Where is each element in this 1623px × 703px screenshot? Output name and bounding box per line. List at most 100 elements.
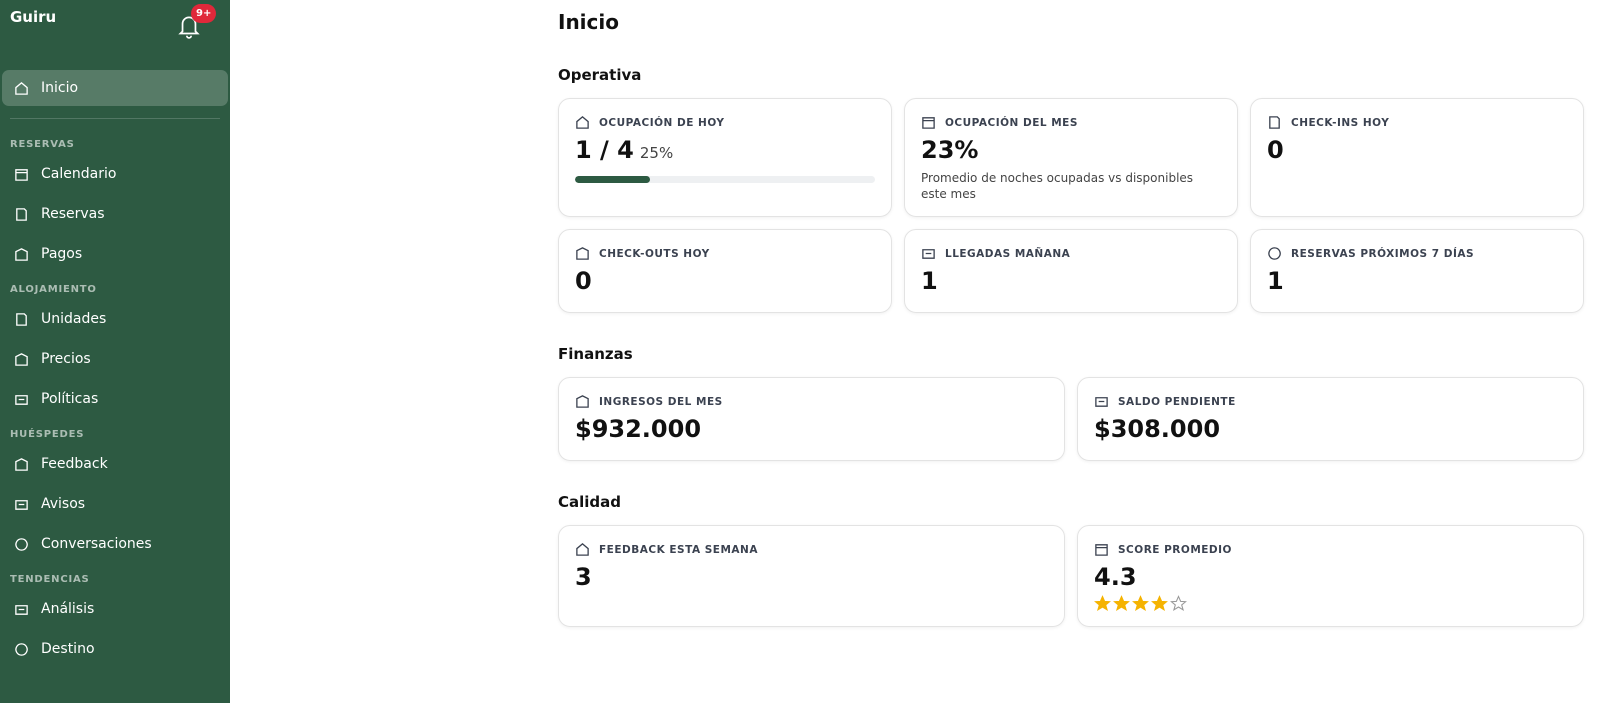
icon-path (15, 168, 28, 181)
card-label-row: FEEDBACK ESTA SEMANA (575, 542, 1048, 557)
card-value: 3 (575, 563, 592, 591)
progress-fill (575, 176, 650, 183)
star (1151, 595, 1168, 612)
icon (1268, 247, 1281, 260)
icon (1269, 116, 1280, 129)
card-label: RESERVAS PRÓXIMOS 7 DÍAS (1291, 247, 1475, 260)
icon (576, 116, 589, 129)
icon-path (922, 117, 935, 129)
icon-path (15, 604, 28, 615)
icon (15, 537, 28, 551)
icon-path (922, 249, 935, 259)
page-title: Inicio (558, 10, 619, 34)
nav-label: Feedback (41, 456, 108, 472)
nav-label: Unidades (41, 311, 107, 327)
nav-item[interactable]: Conversaciones (2, 526, 228, 562)
card-label: LLEGADAS MAÑANA (945, 247, 1071, 260)
nav-label: Reservas (41, 206, 105, 222)
card-value-row: 4.3 (1094, 563, 1567, 591)
icon-path (15, 499, 28, 510)
section-title: RESERVAS (10, 139, 75, 150)
star (1132, 595, 1149, 612)
star-shape (1170, 595, 1187, 612)
card-label-row: SCORE PROMEDIO (1094, 542, 1567, 557)
card-label: FEEDBACK ESTA SEMANA (599, 543, 758, 556)
card-value: 1 (1267, 267, 1284, 295)
icon (15, 499, 28, 510)
stat-card: RESERVAS PRÓXIMOS 7 DÍAS 1 (1250, 229, 1584, 313)
card-label-row: RESERVAS PRÓXIMOS 7 DÍAS (1267, 246, 1567, 261)
separator (10, 118, 220, 119)
icon-path (15, 457, 28, 471)
brand: Guiru (10, 8, 57, 26)
section-title: Finanzas (558, 345, 633, 363)
icon (15, 247, 28, 261)
card-label-row: CHECK-INS HOY (1267, 115, 1567, 130)
stat-card: CHECK-OUTS HOY 0 (558, 229, 892, 313)
card-value: 4.3 (1094, 563, 1137, 591)
star-shape (1132, 595, 1149, 612)
progress-track (575, 176, 875, 183)
card-value-row: 1 (1267, 267, 1567, 295)
nav-item[interactable]: Avisos (2, 486, 228, 522)
nav-item[interactable]: Pagos (2, 236, 228, 272)
nav-item[interactable]: Análisis (2, 591, 228, 627)
icon (922, 117, 935, 129)
card-value-row: $308.000 (1094, 415, 1567, 443)
card-grid: INGRESOS DEL MES $932.000 SALDO PENDIENTE $… (558, 377, 1584, 461)
card-value: 1 (921, 267, 938, 295)
nav-item[interactable]: Unidades (2, 301, 228, 337)
section-title: Operativa (558, 66, 642, 84)
star-shape (1113, 595, 1130, 612)
card-note: Promedio de noches ocupadas vs disponibl… (921, 171, 1194, 201)
card-label-row: CHECK-OUTS HOY (575, 246, 875, 261)
star (1170, 595, 1187, 612)
icon-path (15, 81, 28, 95)
percent-label: 25% (639, 144, 674, 162)
card-value-row: 23% (921, 136, 1221, 164)
card-value-row: 3 (575, 563, 1048, 591)
card-label: INGRESOS DEL MES (599, 395, 723, 408)
icon-path (16, 207, 27, 221)
star-rating (1094, 595, 1567, 612)
card-grid: OCUPACIÓN DE HOY 1 / 4 25% OCUPACIÓN DEL ME… (558, 98, 1584, 313)
nav-label: Precios (41, 351, 91, 367)
nav-item[interactable]: Precios (2, 341, 228, 377)
icon (922, 249, 935, 259)
icon (1095, 397, 1108, 407)
section-title: HUÉSPEDES (10, 429, 85, 440)
icon-path (1268, 247, 1281, 260)
stat-card: LLEGADAS MAÑANA 1 (904, 229, 1238, 313)
star-shape (1094, 595, 1111, 612)
icon (15, 394, 28, 405)
icon (15, 168, 28, 181)
icon-path (576, 247, 589, 260)
nav-item[interactable]: Calendario (2, 156, 228, 192)
stat-card: FEEDBACK ESTA SEMANA 3 (558, 525, 1065, 627)
icon (576, 247, 589, 260)
card-label-row: LLEGADAS MAÑANA (921, 246, 1221, 261)
sidebar: Guiru 9+ Inicio RESERVAS Calendario Reserva… (0, 0, 230, 703)
nav-label: Conversaciones (41, 536, 152, 552)
nav-label: Pagos (41, 246, 83, 262)
icon (16, 312, 27, 326)
nav-item[interactable]: Destino (2, 631, 228, 667)
card-value-row: 0 (575, 267, 875, 295)
card-value-row: $932.000 (575, 415, 1048, 443)
icon (576, 543, 589, 556)
icon-path (15, 394, 28, 405)
nav-label: Avisos (41, 496, 86, 512)
card-value: 1 / 4 (575, 136, 634, 164)
nav-item[interactable]: Reservas (2, 196, 228, 232)
nav-item[interactable]: Políticas (2, 381, 228, 417)
icon (15, 352, 28, 366)
card-value: $932.000 (575, 415, 702, 443)
card-label-row: OCUPACIÓN DE HOY (575, 115, 875, 130)
nav-item[interactable]: Inicio (2, 70, 228, 106)
card-label: OCUPACIÓN DEL MES (945, 116, 1078, 129)
icon-path (15, 642, 28, 656)
nav-item[interactable]: Feedback (2, 446, 228, 482)
notification-badge: 9+ (191, 4, 217, 23)
